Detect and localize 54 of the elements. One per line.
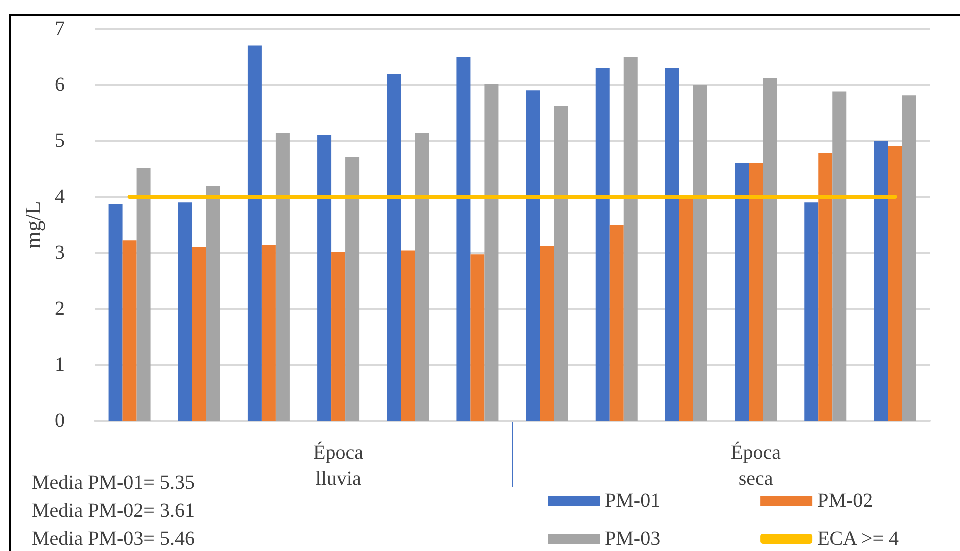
y-tick-label: 5 [55,130,65,152]
bar [804,202,819,421]
bar [401,250,416,421]
bar [470,254,485,421]
bar [874,141,888,421]
bar [415,133,430,421]
bar [610,226,624,421]
bar [192,247,206,421]
legend-label: ECA >= 4 [818,528,900,550]
bar [554,106,568,421]
bar [526,90,540,421]
y-tick-label: 3 [55,242,65,264]
bar [318,135,332,421]
y-tick-label: 6 [55,74,65,96]
bar [624,58,638,421]
bar [832,92,847,421]
y-tick-label: 2 [55,298,65,320]
bar [387,74,402,421]
bar [596,68,610,421]
text: Época lluvia [314,441,364,490]
bar [735,163,750,421]
bar [178,202,192,421]
bar [136,168,151,421]
text: Media PM-02= 3.61 [32,500,195,522]
text: Media PM-01= 5.35 [32,472,195,494]
bar [693,86,708,421]
text: Media PM-03= 5.46 [32,528,195,550]
bar [484,84,499,421]
bar [540,246,554,421]
bar [248,46,262,421]
legend-label: PM-03 [605,528,661,550]
bar [749,163,764,421]
y-axis-title: mg/L [20,201,46,249]
y-tick-label: 4 [55,186,65,208]
bar [108,204,123,421]
bar [818,153,833,421]
bar [665,68,680,421]
y-tick-label: 7 [55,18,65,40]
bar [888,146,902,421]
y-tick-label: 0 [55,410,65,432]
bar [206,186,220,421]
bar [456,57,471,421]
bar [902,96,916,421]
bar [276,133,290,421]
bar [122,240,137,421]
bar [679,197,694,421]
bar [763,78,778,421]
bar [332,252,346,421]
bar [346,157,360,421]
legend-label: PM-01 [605,490,661,512]
y-tick-label: 1 [55,354,65,376]
bar [262,245,276,421]
legend-label: PM-02 [818,490,874,512]
text: Época seca [731,441,782,490]
